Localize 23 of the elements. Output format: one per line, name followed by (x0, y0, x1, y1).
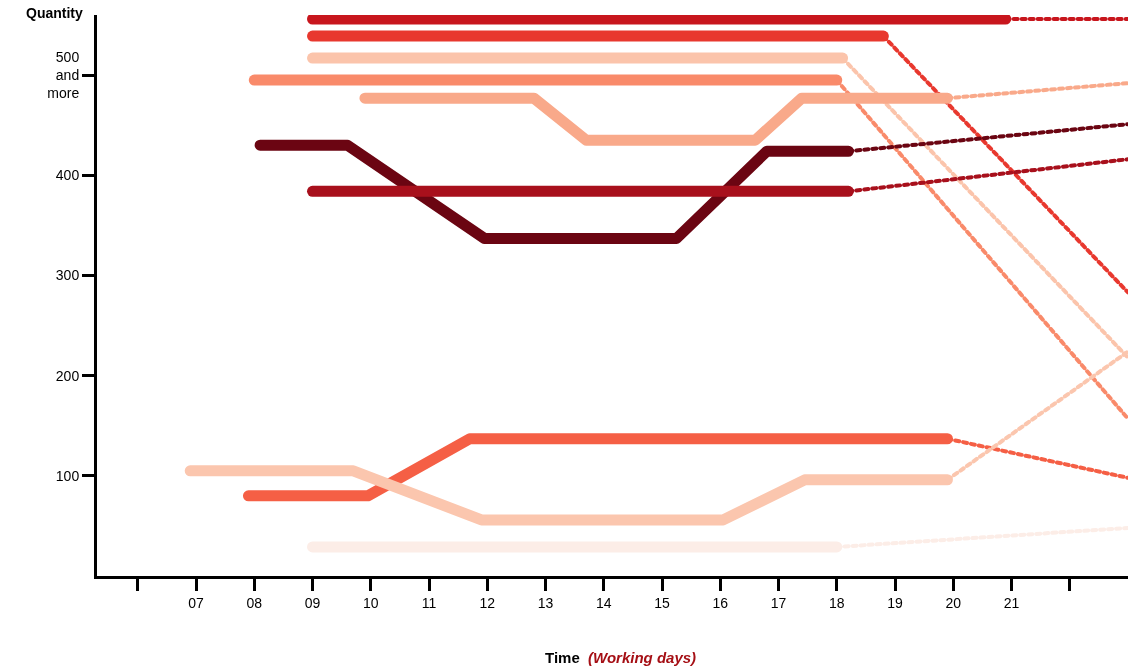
x-tick-label: 19 (887, 594, 904, 611)
y-tick-label: 300 (55, 267, 80, 284)
x-tick-label: 18 (828, 594, 845, 611)
x-tick-label: 15 (654, 594, 671, 611)
x-tick-label: 10 (362, 594, 379, 611)
x-tick-label: 09 (304, 594, 321, 611)
x-tick-label: 21 (1003, 594, 1020, 611)
x-tick-label: 20 (945, 594, 962, 611)
x-tick-label: 07 (188, 594, 205, 611)
x-tick-label: 11 (421, 594, 437, 611)
x-tick-label: 17 (770, 594, 787, 611)
text: (Working days) (588, 649, 697, 666)
x-tick-label: 12 (479, 594, 496, 611)
y-tick-label: 400 (55, 167, 80, 184)
y-tick-label: 100 (55, 467, 80, 484)
x-tick-label: 13 (537, 594, 554, 611)
x-tick-label: 14 (595, 594, 612, 611)
x-tick-label: 08 (246, 594, 263, 611)
y-axis-title: Quantity (26, 5, 83, 21)
y-tick-label: 500 and more (47, 48, 80, 102)
x-axis-title: Time (545, 649, 580, 666)
x-tick-label: 16 (712, 594, 729, 611)
y-tick-label: 200 (55, 367, 80, 384)
